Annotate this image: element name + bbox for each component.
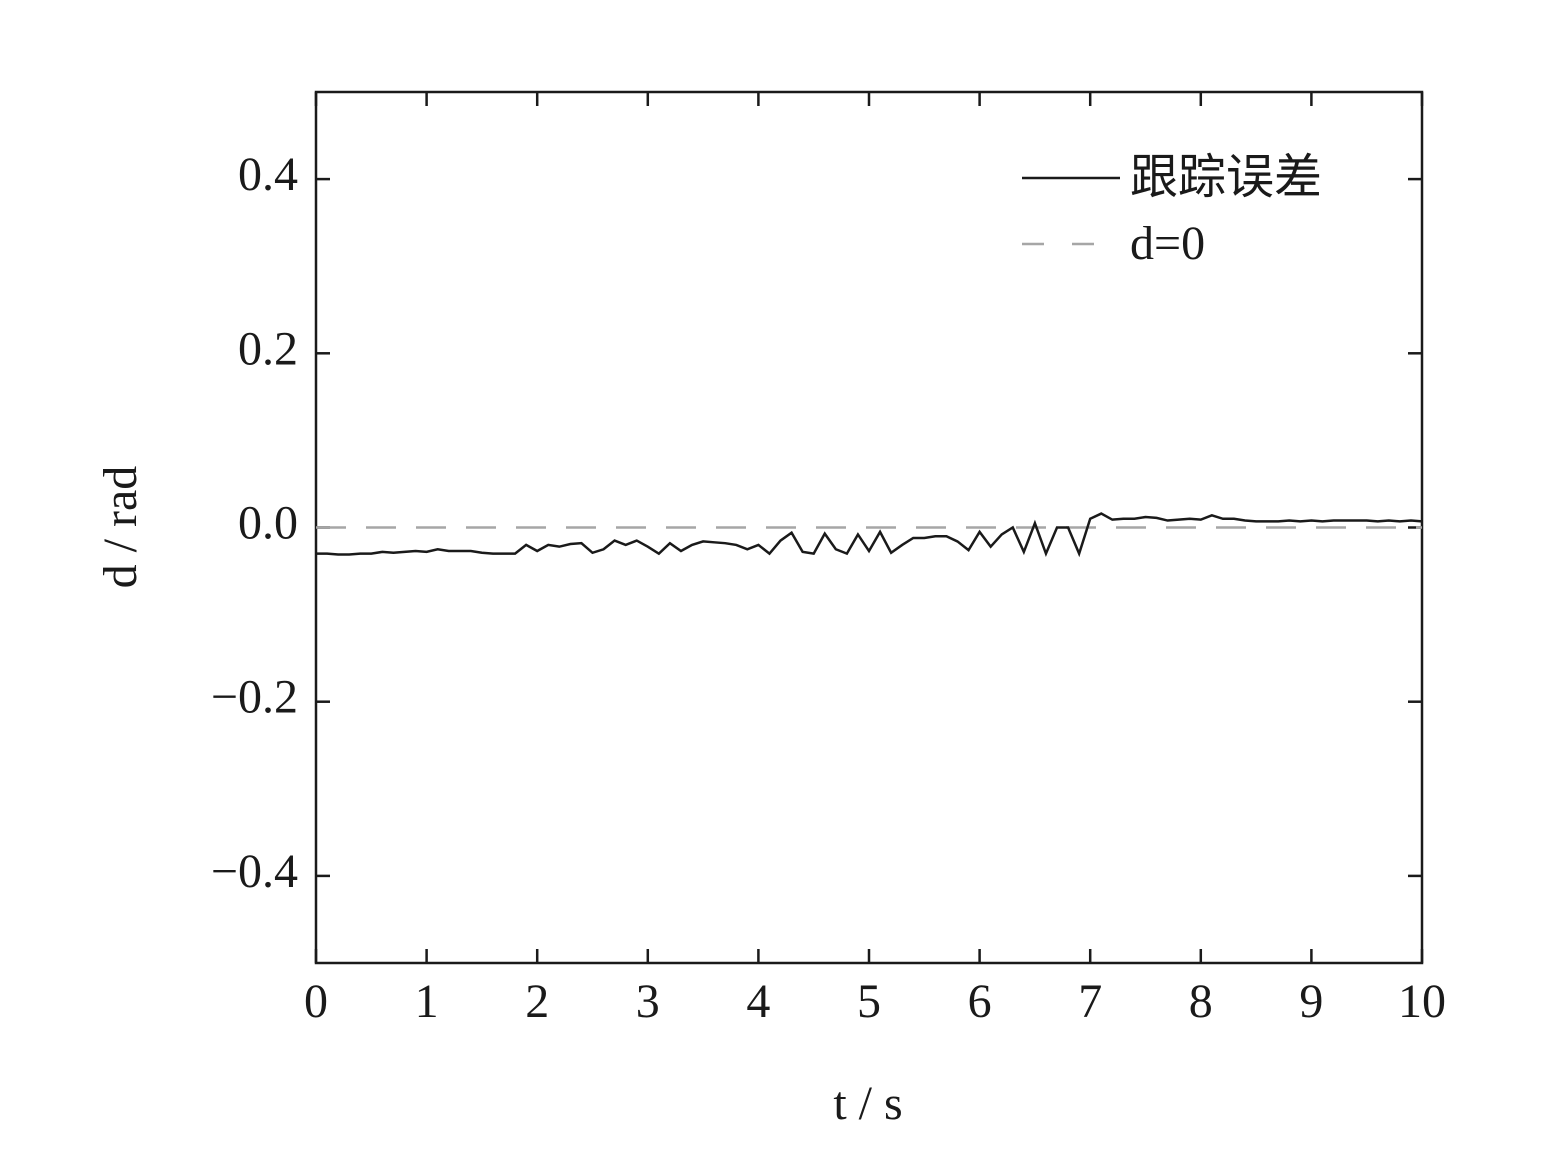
data-line bbox=[316, 512, 1423, 558]
x-axis-label: t / s bbox=[833, 1077, 902, 1130]
x-tick-label: 1 bbox=[415, 975, 439, 1028]
x-tick-label: 0 bbox=[304, 975, 328, 1028]
x-tick-label: 10 bbox=[1398, 975, 1446, 1028]
x-tick-label: 4 bbox=[746, 975, 770, 1028]
y-axis-label: d / rad bbox=[94, 466, 147, 589]
y-tick-label: 0.0 bbox=[238, 497, 298, 550]
legend-label: d=0 bbox=[1130, 217, 1205, 270]
x-tick-label: 7 bbox=[1078, 975, 1102, 1028]
y-tick-label: −0.2 bbox=[211, 671, 298, 724]
x-tick-label: 2 bbox=[525, 975, 549, 1028]
y-tick-label: 0.2 bbox=[238, 322, 298, 375]
x-tick-label: 6 bbox=[968, 975, 992, 1028]
y-tick-label: 0.4 bbox=[238, 148, 298, 201]
x-tick-label: 8 bbox=[1189, 975, 1213, 1028]
legend-label: 跟踪误差 bbox=[1130, 151, 1322, 204]
x-tick-label: 9 bbox=[1299, 975, 1323, 1028]
x-tick-label: 3 bbox=[636, 975, 660, 1028]
x-tick-label: 5 bbox=[857, 975, 881, 1028]
y-tick-label: −0.4 bbox=[211, 845, 298, 898]
